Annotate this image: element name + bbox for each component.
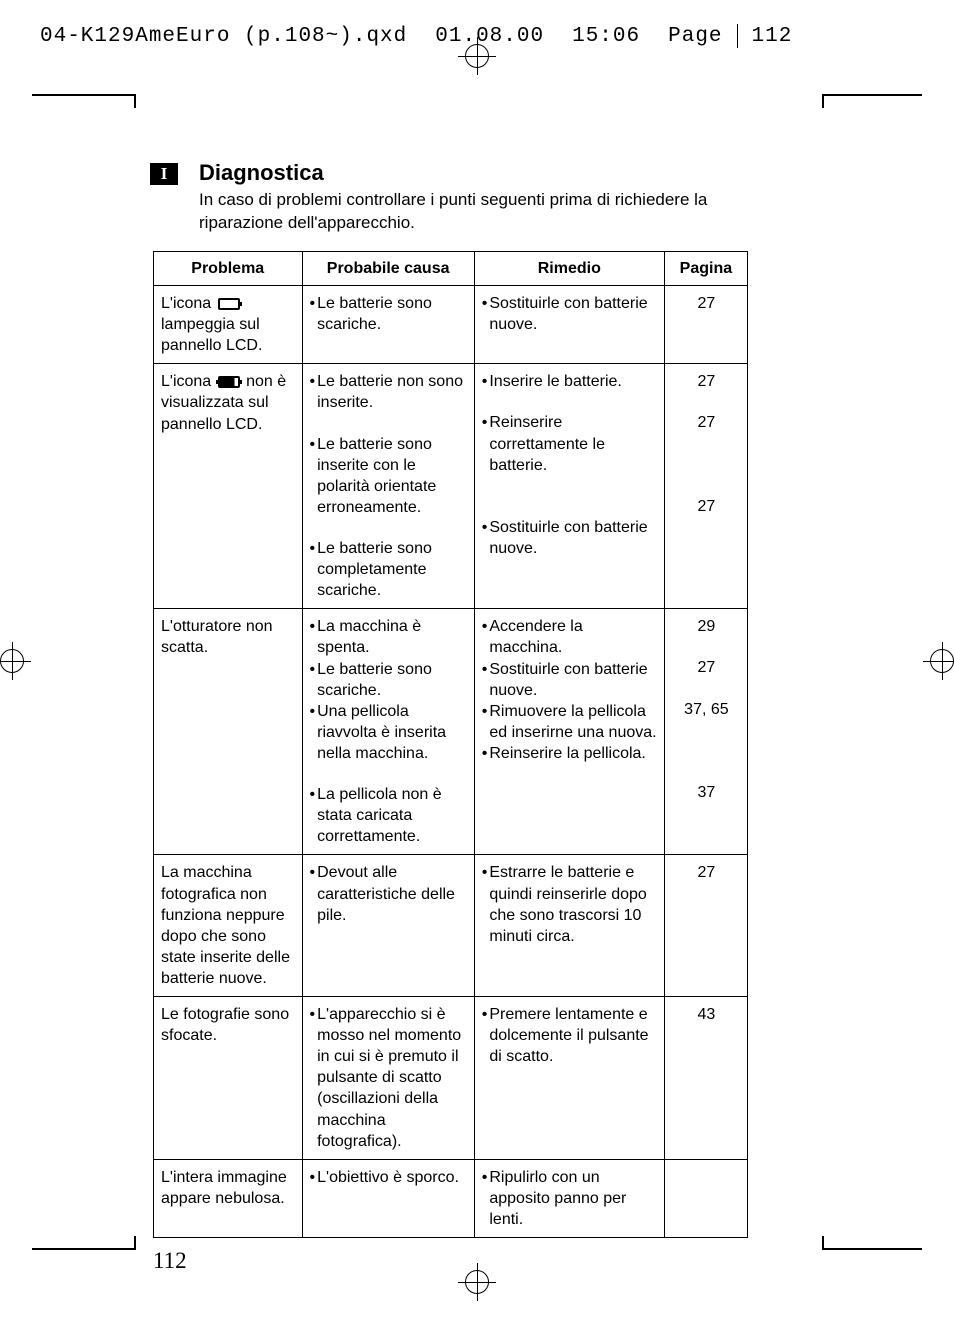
crop-mark-top-icon [465, 44, 489, 68]
header-filename: 04-K129AmeEuro (p.108~).qxd [40, 25, 407, 48]
col-header-causa: Probabile causa [302, 251, 474, 285]
cell-problema: La macchina fotografica non funziona nep… [154, 855, 303, 997]
cell-rimedio: •Inserire le batterie.•Reinserire corret… [474, 364, 664, 609]
cell-rimedio: •Accendere la macchina.•Sostituirle con … [474, 609, 664, 855]
col-header-rimedio: Rimedio [474, 251, 664, 285]
cell-pagina: 27 [664, 285, 747, 363]
cell-problema: L'intera immagine appare nebulosa. [154, 1159, 303, 1237]
crop-mark-bottom-icon [465, 1270, 489, 1294]
cell-causa: •L'apparecchio si è mosso nel momento in… [302, 997, 474, 1160]
header-page-label: Page [668, 25, 722, 48]
cell-rimedio: •Estrarre le batterie e quindi reinserir… [474, 855, 664, 997]
col-header-problema: Problema [154, 251, 303, 285]
table-row: L'icona non è visualizzata sul pannello … [154, 364, 748, 609]
table-row: L'intera immagine appare nebulosa.•L'obi… [154, 1159, 748, 1237]
trim-mark [822, 94, 922, 96]
cell-causa: •La macchina è spenta.•Le batterie sono … [302, 609, 474, 855]
cell-pagina: 27 [664, 855, 747, 997]
table-row: La macchina fotografica non funziona nep… [154, 855, 748, 997]
cell-problema: L'icona non è visualizzata sul pannello … [154, 364, 303, 609]
diagnostics-table: Problema Probabile causa Rimedio Pagina … [153, 251, 748, 1238]
cell-pagina: 292737, 6537 [664, 609, 747, 855]
header-time: 15:06 [572, 25, 640, 48]
cell-rimedio: •Premere lentamente e dolcemente il puls… [474, 997, 664, 1160]
cell-causa: •Le batterie non sono inserite.•Le batte… [302, 364, 474, 609]
page-number: 112 [153, 1248, 187, 1274]
cell-causa: •Devout alle caratteristiche delle pile. [302, 855, 474, 997]
cell-problema: L'icona lampeggia sul pannello LCD. [154, 285, 303, 363]
battery-empty-icon [218, 298, 240, 310]
col-header-pagina: Pagina [664, 251, 747, 285]
header-page-num: 112 [752, 25, 793, 48]
trim-mark [822, 1248, 922, 1250]
cell-pagina [664, 1159, 747, 1237]
cell-problema: L'otturatore non scatta. [154, 609, 303, 855]
cell-causa: •L'obiettivo è sporco. [302, 1159, 474, 1237]
page-title: Diagnostica [199, 160, 748, 186]
cell-rimedio: •Ripulirlo con un apposito panno per len… [474, 1159, 664, 1237]
crop-mark-left-icon [0, 649, 24, 673]
page-subtitle: In caso di problemi controllare i punti … [199, 189, 748, 235]
cell-pagina: 43 [664, 997, 747, 1160]
header-date: 01.08.00 [435, 25, 544, 48]
crop-mark-right-icon [930, 649, 954, 673]
battery-full-icon [218, 376, 240, 388]
cell-causa: •Le batterie sono scariche. [302, 285, 474, 363]
table-row: L'icona lampeggia sul pannello LCD.•Le b… [154, 285, 748, 363]
cell-rimedio: •Sostituirle con batterie nuove. [474, 285, 664, 363]
cell-pagina: 272727 [664, 364, 747, 609]
language-badge: I [150, 163, 178, 185]
table-row: L'otturatore non scatta.•La macchina è s… [154, 609, 748, 855]
trim-mark [32, 94, 136, 96]
table-row: Le fotografie sono sfocate.•L'apparecchi… [154, 997, 748, 1160]
trim-mark [32, 1248, 136, 1250]
print-header: 04-K129AmeEuro (p.108~).qxd 01.08.00 15:… [40, 24, 792, 48]
cell-problema: Le fotografie sono sfocate. [154, 997, 303, 1160]
